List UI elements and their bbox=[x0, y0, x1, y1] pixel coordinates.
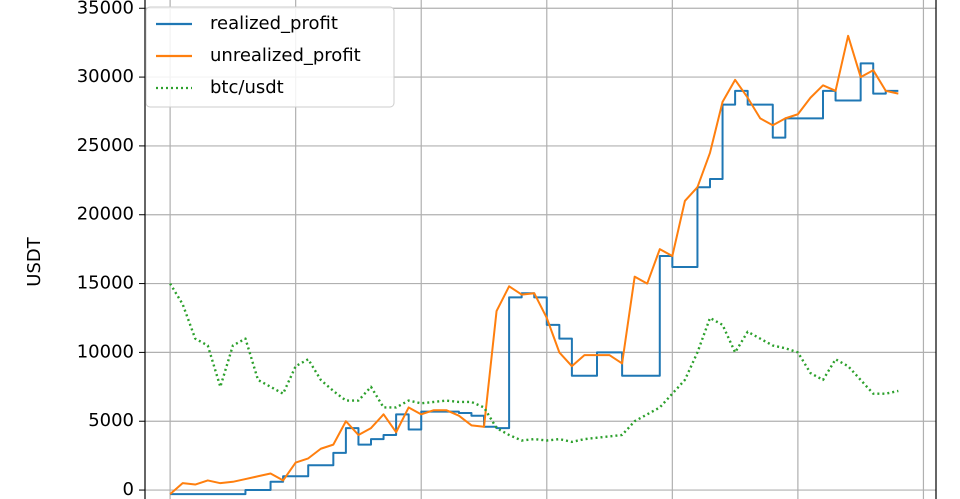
axes-frame bbox=[144, 0, 937, 499]
y-tick-label: 15000 bbox=[77, 273, 134, 294]
y-axis-label: USDT bbox=[24, 236, 45, 286]
y-tick-label: 5000 bbox=[88, 410, 134, 431]
legend-label: btc/usdt bbox=[210, 77, 284, 98]
legend-label: realized_profit bbox=[210, 13, 338, 34]
y-tick-label: 25000 bbox=[77, 135, 134, 156]
y-tick-label: 35000 bbox=[77, 0, 134, 18]
legend-label: unrealized_profit bbox=[210, 45, 361, 66]
series-line bbox=[169, 34, 899, 495]
legend-box bbox=[145, 6, 395, 108]
y-tick-label: 0 bbox=[123, 479, 134, 499]
series-line bbox=[170, 62, 899, 496]
y-tick-label: 20000 bbox=[77, 204, 134, 225]
y-tick-label: 10000 bbox=[77, 341, 134, 362]
series-line bbox=[169, 282, 899, 444]
y-tick-label: 30000 bbox=[77, 66, 134, 87]
